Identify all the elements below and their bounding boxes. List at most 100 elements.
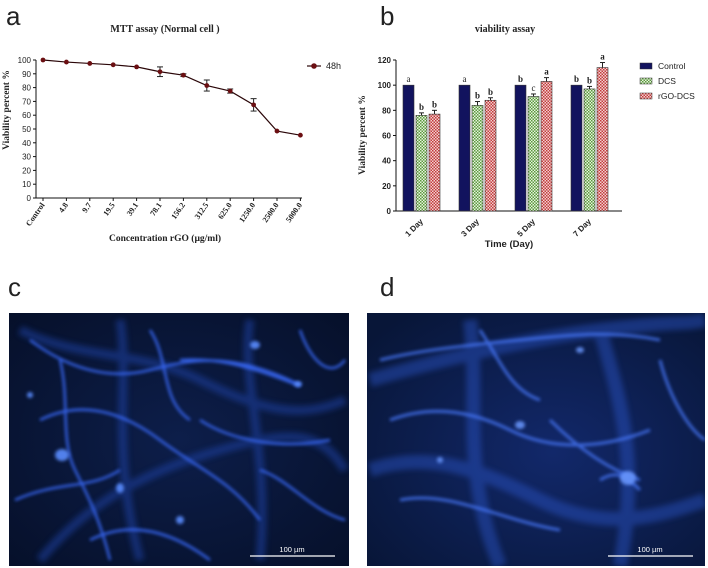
legend-swatch-control (639, 62, 653, 70)
chart-b-xtick-label: 5 Day (515, 217, 537, 239)
panel-letter-c: c (8, 272, 21, 302)
significance-label: b (419, 102, 424, 112)
significance-label: a (463, 74, 467, 84)
chart-a-ytick-label: 0 (27, 194, 32, 203)
panel-letter-a: a (6, 1, 21, 31)
chart-b-ytick-label: 60 (382, 132, 391, 141)
data-point (110, 62, 116, 68)
chart-a-xtick-label: 312.5 (193, 201, 211, 221)
chart-a-xlabel: Concentration rGO (µg/ml) (109, 233, 221, 244)
chart-a-xtick-label: 78.1 (148, 201, 163, 218)
chart-a-xtick-label: 625.0 (216, 201, 234, 221)
data-point (87, 61, 93, 66)
legend-swatch-rgo-dcs (639, 92, 653, 100)
chart-b-ytick-label: 120 (378, 56, 392, 65)
chart-b-legend: Control DCS rGO-DCS (639, 61, 695, 101)
chart-a-ytick-label: 20 (22, 166, 31, 175)
chart-b-ytick-label: 20 (382, 182, 391, 191)
chart-b-ytick-label: 40 (382, 157, 391, 166)
chart-a-ytick-label: 50 (22, 125, 31, 134)
chart-a-title: MTT assay (Normal cell ) (110, 24, 219, 35)
scale-bar-d-label: 100 µm (637, 545, 662, 554)
series-48h-line (42, 59, 301, 136)
chart-b-ytick-label: 80 (382, 106, 391, 115)
significance-label: b (475, 91, 480, 101)
micrograph-c-scale-bar: 100 µm (250, 545, 335, 557)
significance-label: b (432, 99, 437, 109)
micrograph-d-fibers: 100 µm (367, 313, 705, 566)
scale-bar-c-label: 100 µm (279, 545, 304, 554)
chart-a-ytick-label: 90 (22, 70, 31, 79)
significance-label: b (488, 87, 493, 97)
data-point (40, 57, 46, 63)
legend-swatch-dcs (639, 77, 653, 85)
significance-label: b (518, 74, 523, 84)
bar-rgo-dcs (596, 67, 609, 212)
chart-a-ytick-label: 60 (22, 111, 31, 120)
legend-marker-48h (311, 63, 317, 69)
chart-a-xtick-label: Control (24, 200, 47, 228)
significance-label: b (574, 74, 579, 84)
bar-control (570, 84, 583, 212)
micrograph-c: 100 µm (9, 313, 349, 566)
bar-rgo-dcs (428, 113, 441, 212)
micrograph-d-scale-bar: 100 µm (608, 545, 693, 557)
chart-b-title: viability assay (475, 24, 535, 35)
bar-dcs (471, 105, 484, 212)
chart-a-ytick-label: 30 (22, 153, 31, 162)
significance-label: b (587, 75, 592, 85)
chart-a-xtick-label: 19.5 (101, 201, 116, 218)
data-point (64, 59, 69, 65)
significance-label: c (532, 83, 536, 93)
bar-dcs (583, 88, 596, 212)
data-point (134, 64, 140, 70)
bar-control (514, 84, 527, 212)
chart-a-ytick-label: 40 (22, 139, 31, 148)
chart-a-ytick-label: 100 (18, 56, 32, 65)
mtt-line-chart: MTT assay (Normal cell ) Viability perce… (2, 24, 341, 244)
data-point (157, 69, 163, 75)
bar-control (458, 84, 471, 212)
legend-label-control: Control (658, 61, 686, 71)
significance-label: a (544, 67, 549, 77)
bar-rgo-dcs (484, 99, 497, 212)
chart-a-ytick-label: 10 (22, 180, 31, 189)
chart-b-xtick-label: 7 Day (571, 217, 593, 239)
panel-letter-b: b (380, 1, 394, 31)
chart-b-ytick-label: 0 (387, 207, 392, 216)
chart-a-xtick-label: 2500.0 (261, 201, 281, 224)
chart-a-xtick-label: 39.1 (125, 201, 140, 218)
chart-a-legend: 48h (307, 61, 341, 71)
legend-label-dcs: DCS (658, 76, 676, 86)
chart-a-ytick-label: 70 (22, 97, 31, 106)
chart-b-xtick-label: 3 Day (459, 217, 481, 239)
chart-a-ytick-label: 80 (22, 84, 31, 93)
micrograph-c-fibers: 100 µm (14, 319, 349, 563)
bar-rgo-dcs (540, 81, 553, 212)
bar-dcs (415, 115, 428, 212)
chart-a-xtick-label: 9.7 (80, 201, 93, 214)
chart-a-ylabel: Viability percent % (2, 70, 12, 150)
data-point (181, 72, 186, 78)
legend-label-48h: 48h (326, 61, 341, 71)
panel-letter-d: d (380, 272, 394, 302)
legend-label-rgo-dcs: rGO-DCS (658, 91, 695, 101)
chart-b-ytick-label: 100 (378, 81, 392, 90)
chart-a-xtick-label: 1250.0 (237, 201, 257, 224)
significance-label: a (600, 52, 605, 62)
chart-b-xtick-label: 1 Day (403, 217, 425, 239)
data-point (204, 83, 210, 88)
micrograph-d: 100 µm (367, 313, 705, 566)
chart-a-xtick-label: 4.8 (57, 201, 70, 214)
data-point (298, 132, 303, 138)
chart-a-xtick-label: 156.2 (169, 201, 187, 221)
chart-b-ylabel: Viability percent % (358, 95, 368, 175)
chart-a-xtick-label: 5000.0 (284, 201, 304, 224)
chart-b-xlabel: Time (Day) (485, 239, 533, 250)
significance-label: a (407, 74, 411, 84)
data-point (274, 128, 280, 134)
data-point (251, 102, 256, 108)
bar-dcs (527, 96, 540, 212)
bar-control (402, 84, 415, 212)
